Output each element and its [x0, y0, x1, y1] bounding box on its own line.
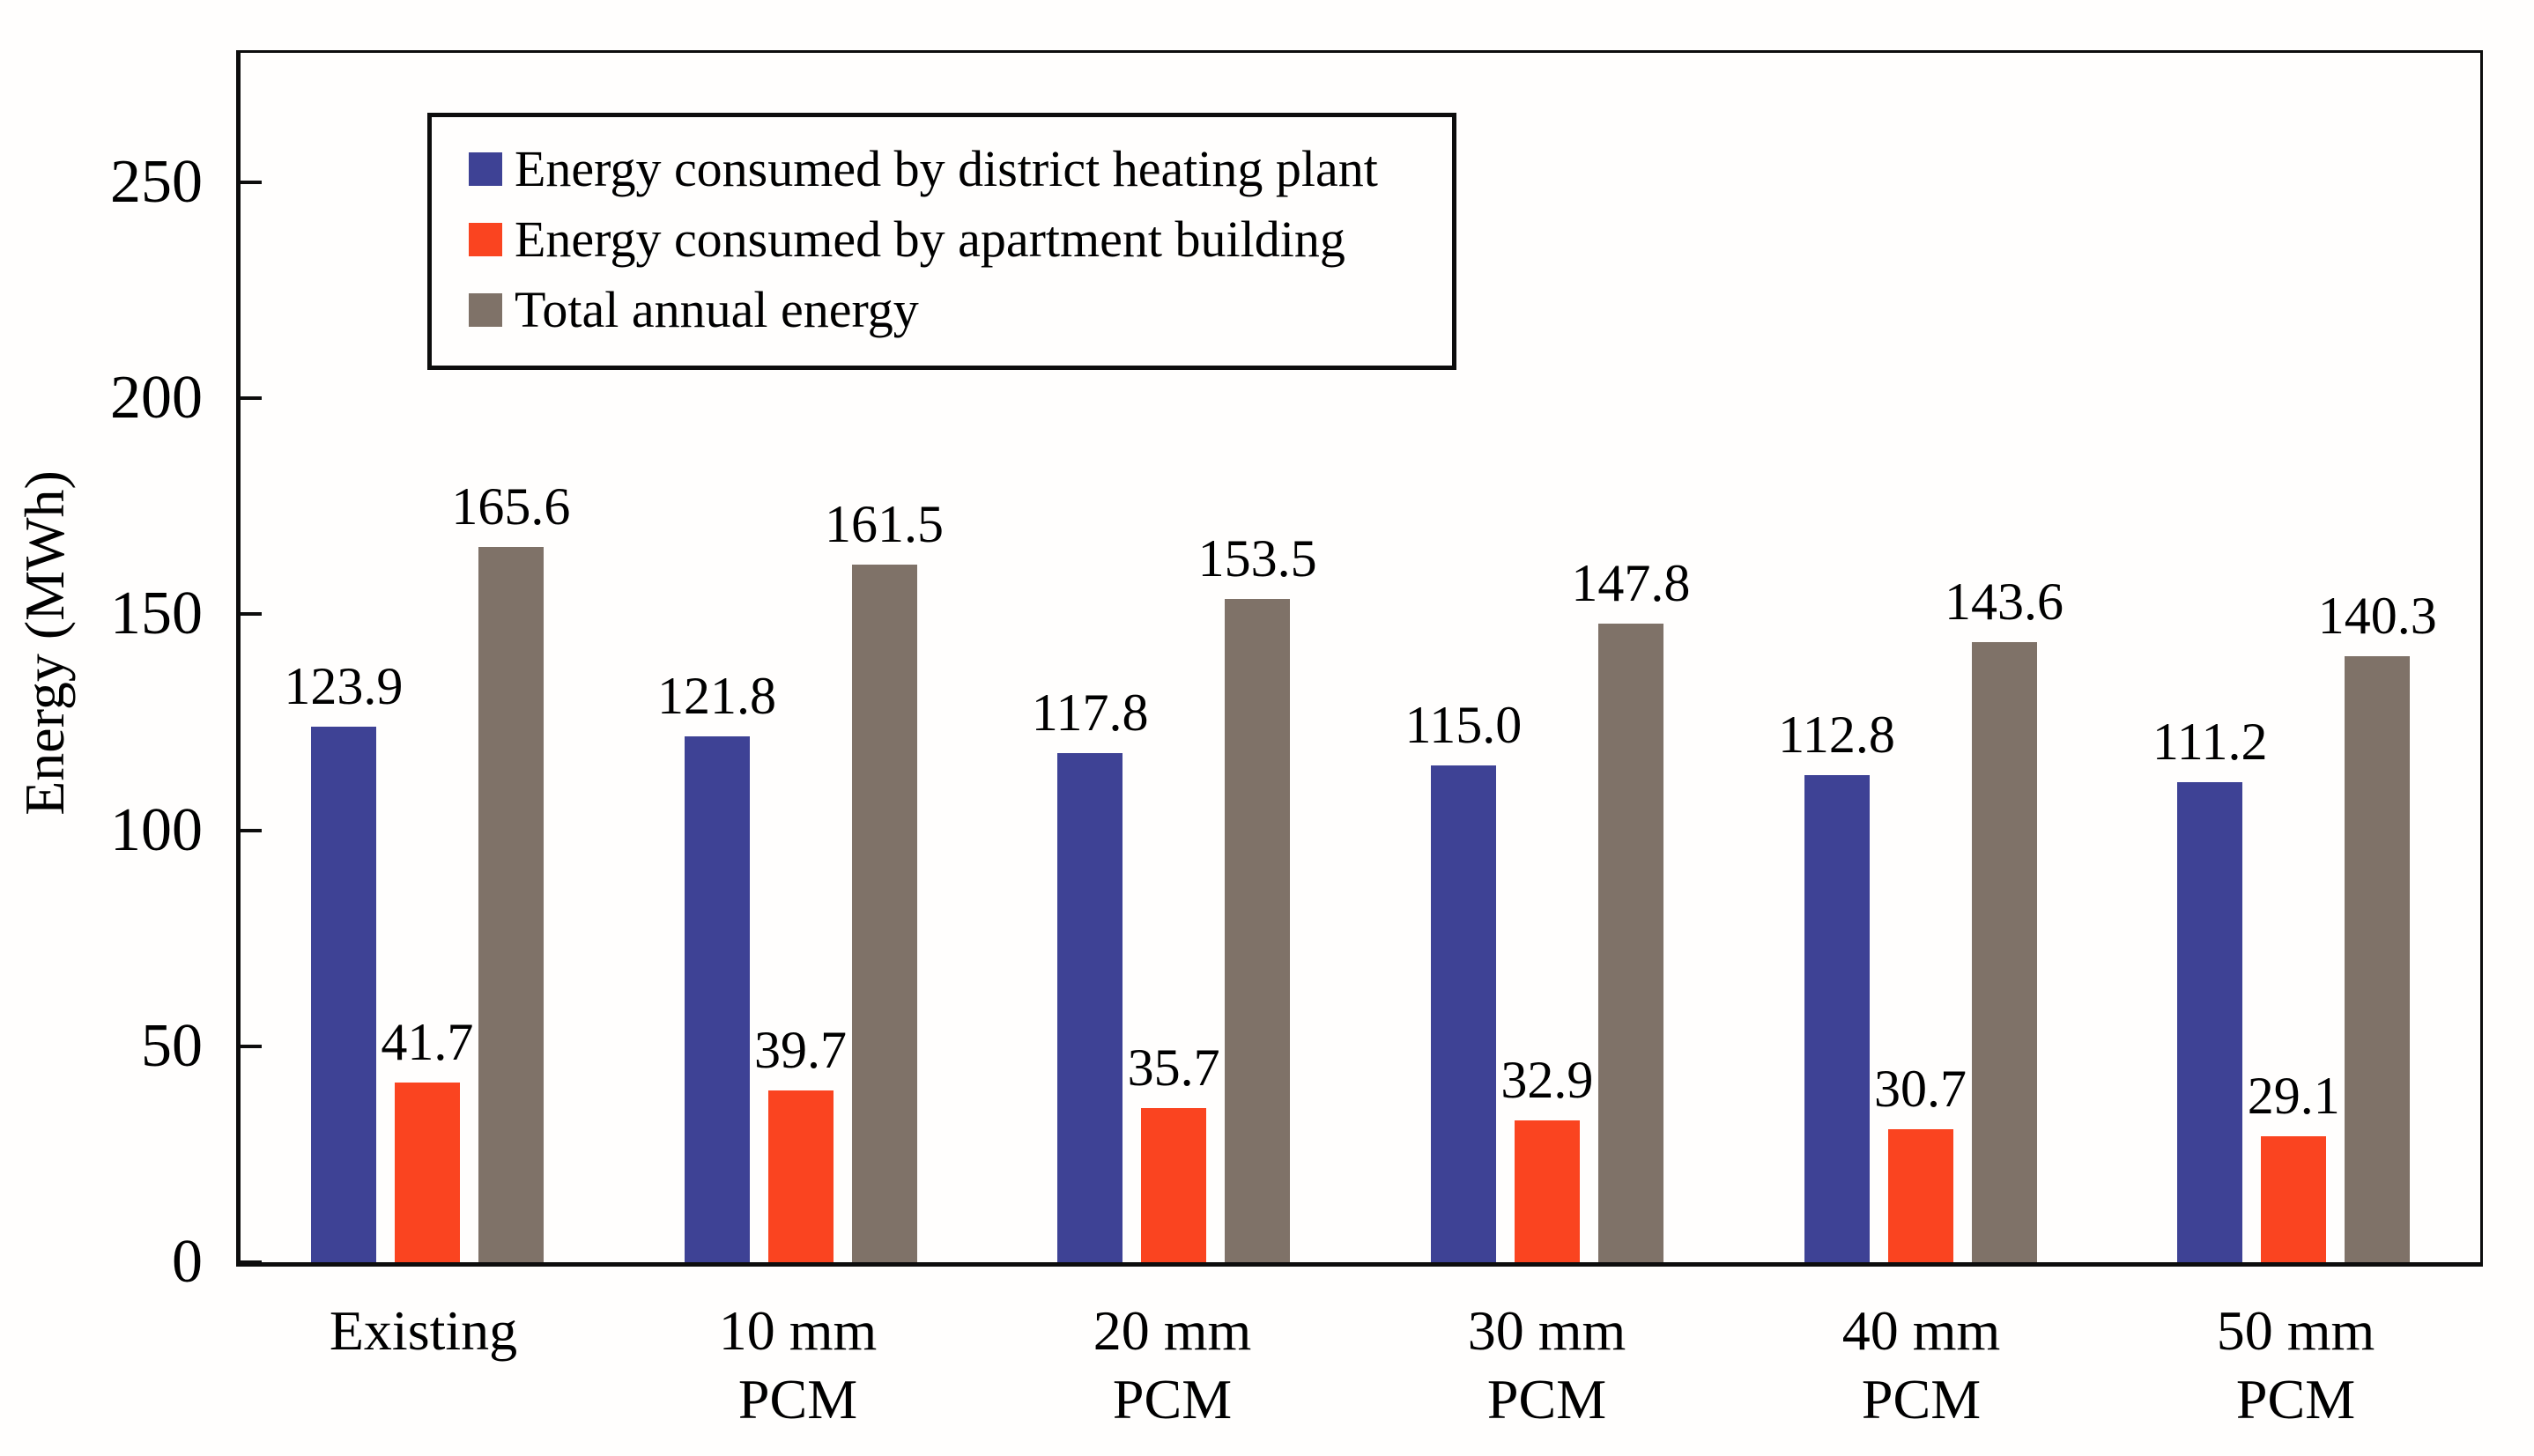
bar-total-annual-energy: 153.5 [1198, 532, 1317, 1262]
y-tick-mark [241, 612, 262, 617]
bar-group-40-mm-pcm: 112.8 30.7 143.6 [1734, 53, 2108, 1262]
legend-label: Total annual energy [515, 281, 919, 338]
bar-group-20-mm-pcm: 117.8 35.7 153.5 [987, 53, 1360, 1262]
bar-apartment-building: 41.7 [381, 1016, 473, 1262]
bar-value-label: 35.7 [1127, 1038, 1220, 1097]
bar-value-label: 121.8 [657, 666, 776, 725]
y-tick-label: 0 [172, 1228, 203, 1296]
bar-district-heating-plant: 121.8 [657, 669, 776, 1262]
x-category-label-30-mm-pcm: 30 mm PCM [1467, 1299, 1626, 1431]
bar-value-label: 39.7 [754, 1021, 847, 1080]
bar-value-label: 115.0 [1404, 696, 1523, 755]
y-tick-label: 100 [110, 795, 203, 864]
legend-label: Energy consumed by apartment building [515, 211, 1345, 268]
bar-group-30-mm-pcm: 115.0 32.9 147.8 [1360, 53, 1734, 1262]
y-tick-label: 50 [141, 1011, 203, 1080]
bar-value-label: 30.7 [1874, 1060, 1967, 1119]
bar-groups-layer: 123.9 41.7 165.6 121.8 39.7 161.5 117.8 35.7 153… [241, 53, 2480, 1262]
bar-value-label: 117.8 [1031, 684, 1149, 743]
x-category-label-40-mm-pcm: 40 mm PCM [1841, 1299, 2001, 1431]
plot-area: 123.9 41.7 165.6 121.8 39.7 161.5 117.8 35.7 153… [236, 50, 2483, 1267]
bar-group-50-mm-pcm: 111.2 29.1 140.3 [2107, 53, 2480, 1262]
y-tick-mark [241, 396, 262, 401]
legend-item-total-annual-energy: Total annual energy [469, 285, 1431, 336]
y-tick-mark [241, 1044, 262, 1048]
y-tick-label: 150 [110, 580, 203, 648]
bar-district-heating-plant: 112.8 [1778, 708, 1895, 1262]
bar-district-heating-plant: 115.0 [1404, 698, 1522, 1262]
bar-value-label: 29.1 [2247, 1067, 2340, 1126]
bar-value-label: 140.3 [2317, 587, 2437, 646]
bar-value-label: 123.9 [284, 657, 404, 716]
y-tick-mark [241, 1260, 262, 1264]
legend: Energy consumed by district heating plan… [427, 113, 1456, 370]
bar-value-label: 165.6 [451, 477, 571, 536]
legend-swatch-icon [469, 223, 502, 256]
x-category-label-50-mm-pcm: 50 mm PCM [2216, 1299, 2375, 1431]
y-tick-label: 200 [110, 364, 203, 432]
bar-total-annual-energy: 161.5 [825, 498, 944, 1262]
bar-value-label: 153.5 [1197, 529, 1317, 588]
bar-total-annual-energy: 147.8 [1571, 557, 1690, 1262]
bar-apartment-building: 35.7 [1128, 1041, 1220, 1262]
bar-value-label: 112.8 [1778, 705, 1895, 764]
legend-label: Energy consumed by district heating plan… [515, 140, 1378, 197]
bar-value-label: 161.5 [825, 495, 944, 554]
bar-total-annual-energy: 140.3 [2318, 589, 2437, 1262]
x-category-label-10-mm-pcm: 10 mm PCM [718, 1299, 878, 1431]
bar-apartment-building: 29.1 [2248, 1069, 2340, 1262]
legend-swatch-icon [469, 293, 502, 327]
bar-value-label: 32.9 [1500, 1050, 1594, 1109]
legend-swatch-icon [469, 152, 502, 186]
legend-item-district-heating-plant: Energy consumed by district heating plan… [469, 144, 1431, 195]
bar-group-10-mm-pcm: 121.8 39.7 161.5 [614, 53, 988, 1262]
bar-total-annual-energy: 165.6 [451, 480, 570, 1262]
x-category-label-20-mm-pcm: 20 mm PCM [1093, 1299, 1252, 1431]
bar-apartment-building: 30.7 [1874, 1062, 1967, 1262]
x-category-label-existing: Existing [329, 1299, 518, 1362]
bar-apartment-building: 39.7 [754, 1024, 847, 1262]
legend-item-apartment-building: Energy consumed by apartment building [469, 214, 1431, 265]
y-tick-label: 250 [110, 148, 203, 217]
bar-value-label: 147.8 [1571, 554, 1691, 613]
x-axis-category-labels: Existing 10 mm PCM 20 mm PCM 30 mm PCM 40 mm PCM… [236, 1297, 2483, 1434]
y-tick-mark [241, 828, 262, 832]
bar-district-heating-plant: 117.8 [1032, 686, 1149, 1262]
bar-value-label: 143.6 [1945, 572, 2064, 631]
bar-apartment-building: 32.9 [1500, 1053, 1593, 1262]
y-tick-mark [241, 181, 262, 185]
bar-district-heating-plant: 123.9 [284, 660, 403, 1262]
bar-district-heating-plant: 111.2 [2152, 715, 2267, 1262]
bar-total-annual-energy: 143.6 [1945, 575, 2064, 1262]
bar-group-existing: 123.9 41.7 165.6 [241, 53, 614, 1262]
bar-value-label: 41.7 [381, 1012, 474, 1071]
bar-value-label: 111.2 [2152, 712, 2268, 771]
